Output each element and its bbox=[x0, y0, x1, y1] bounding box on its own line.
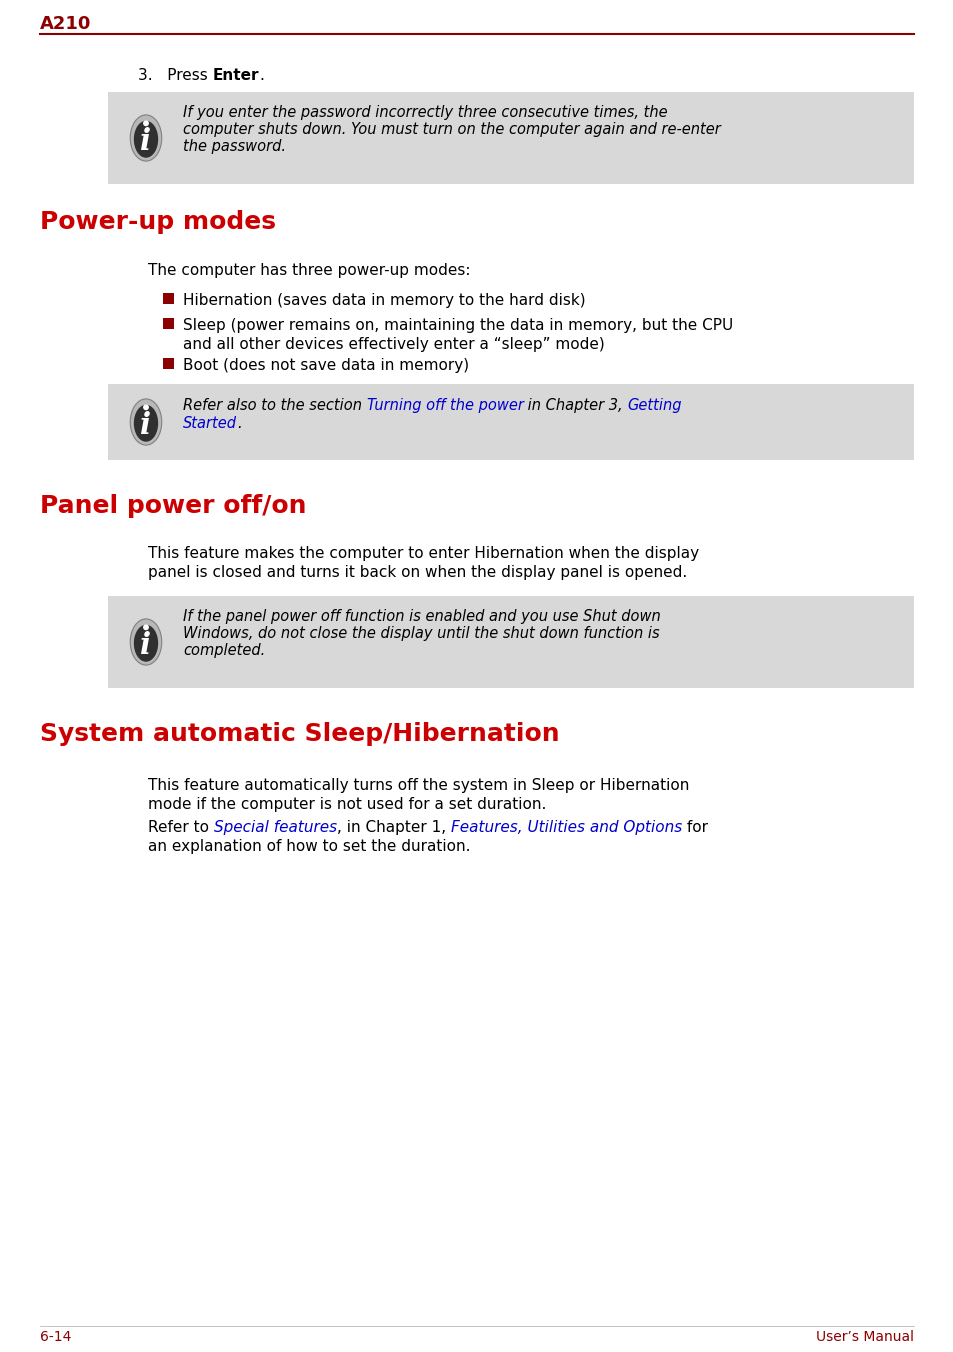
Text: This feature automatically turns off the system in Sleep or Hibernation: This feature automatically turns off the… bbox=[148, 777, 689, 794]
Text: , in Chapter 1,: , in Chapter 1, bbox=[336, 821, 451, 836]
Text: Sleep (power remains on, maintaining the data in memory, but the CPU: Sleep (power remains on, maintaining the… bbox=[183, 318, 733, 333]
Text: If the panel power off function is enabled and you use Shut down: If the panel power off function is enabl… bbox=[183, 608, 660, 625]
Text: Special features: Special features bbox=[213, 821, 336, 836]
Text: completed.: completed. bbox=[183, 644, 265, 658]
Text: Started: Started bbox=[183, 416, 236, 431]
Ellipse shape bbox=[133, 404, 158, 442]
Circle shape bbox=[143, 625, 149, 630]
Text: Turning off the power: Turning off the power bbox=[366, 397, 523, 412]
Text: Refer to: Refer to bbox=[148, 821, 213, 836]
Text: Getting: Getting bbox=[627, 397, 681, 412]
Text: i: i bbox=[140, 411, 152, 439]
FancyBboxPatch shape bbox=[108, 384, 913, 460]
Text: in Chapter 3,: in Chapter 3, bbox=[523, 397, 627, 412]
Text: Panel power off/on: Panel power off/on bbox=[40, 493, 306, 518]
Text: Refer also to the section: Refer also to the section bbox=[183, 397, 366, 412]
Ellipse shape bbox=[131, 115, 162, 161]
Text: and all other devices effectively enter a “sleep” mode): and all other devices effectively enter … bbox=[183, 337, 604, 352]
Text: If you enter the password incorrectly three consecutive times, the: If you enter the password incorrectly th… bbox=[183, 105, 667, 120]
Text: panel is closed and turns it back on when the display panel is opened.: panel is closed and turns it back on whe… bbox=[148, 565, 686, 580]
FancyBboxPatch shape bbox=[108, 596, 913, 688]
Bar bbox=[163, 293, 173, 304]
Text: for: for bbox=[681, 821, 707, 836]
Text: .: . bbox=[259, 68, 264, 82]
Text: computer shuts down. You must turn on the computer again and re-enter: computer shuts down. You must turn on th… bbox=[183, 122, 720, 137]
Text: .: . bbox=[236, 416, 241, 431]
Text: The computer has three power-up modes:: The computer has three power-up modes: bbox=[148, 264, 470, 279]
Ellipse shape bbox=[131, 399, 162, 445]
Circle shape bbox=[143, 120, 149, 126]
Text: 3.   Press: 3. Press bbox=[138, 68, 213, 82]
Text: mode if the computer is not used for a set duration.: mode if the computer is not used for a s… bbox=[148, 796, 546, 813]
Text: Power-up modes: Power-up modes bbox=[40, 210, 275, 234]
FancyBboxPatch shape bbox=[108, 92, 913, 184]
Text: i: i bbox=[140, 631, 152, 660]
Text: User’s Manual: User’s Manual bbox=[815, 1330, 913, 1344]
Bar bbox=[163, 318, 173, 329]
Ellipse shape bbox=[131, 619, 162, 665]
Bar bbox=[163, 358, 173, 369]
Text: A210: A210 bbox=[40, 15, 91, 32]
Text: Enter: Enter bbox=[213, 68, 259, 82]
Text: 6-14: 6-14 bbox=[40, 1330, 71, 1344]
Text: i: i bbox=[140, 127, 152, 155]
Text: the password.: the password. bbox=[183, 139, 286, 154]
Text: an explanation of how to set the duration.: an explanation of how to set the duratio… bbox=[148, 840, 470, 854]
Text: Windows, do not close the display until the shut down function is: Windows, do not close the display until … bbox=[183, 626, 659, 641]
Text: Features, Utilities and Options: Features, Utilities and Options bbox=[451, 821, 681, 836]
Text: Hibernation (saves data in memory to the hard disk): Hibernation (saves data in memory to the… bbox=[183, 293, 585, 308]
Text: System automatic Sleep/Hibernation: System automatic Sleep/Hibernation bbox=[40, 722, 559, 746]
Text: Boot (does not save data in memory): Boot (does not save data in memory) bbox=[183, 358, 469, 373]
Text: This feature makes the computer to enter Hibernation when the display: This feature makes the computer to enter… bbox=[148, 546, 699, 561]
Ellipse shape bbox=[133, 120, 158, 158]
Ellipse shape bbox=[133, 625, 158, 661]
Circle shape bbox=[143, 404, 149, 410]
